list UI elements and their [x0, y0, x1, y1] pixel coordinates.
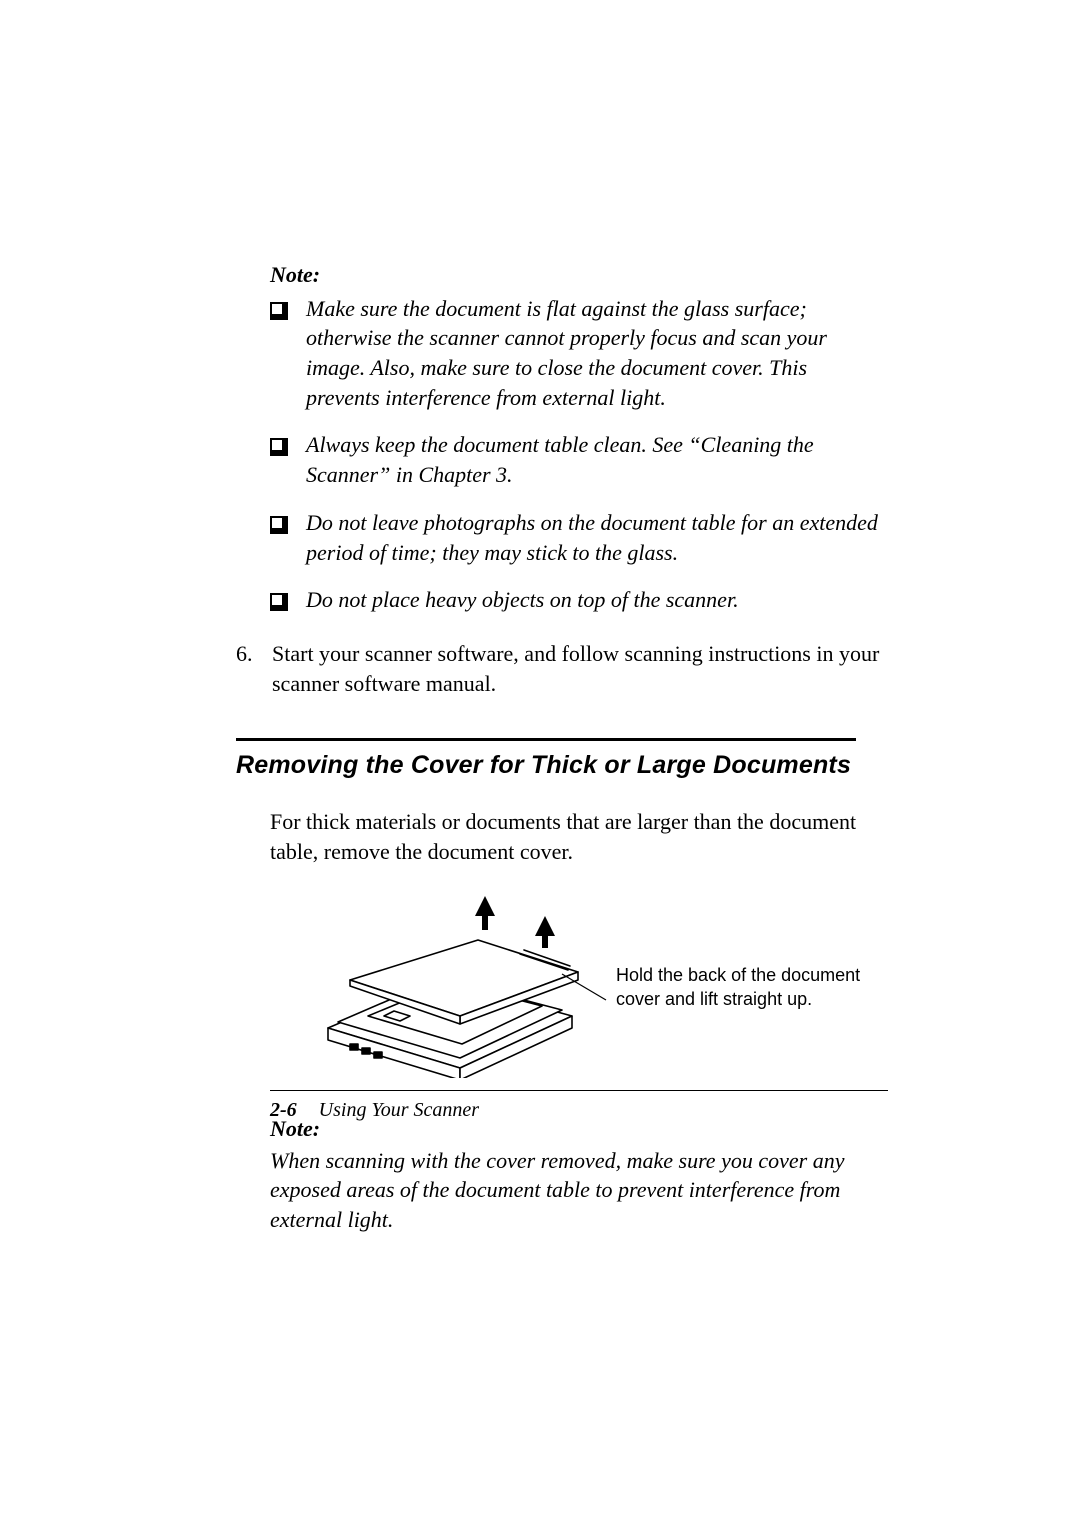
list-item: Always keep the document table clean. Se…	[270, 430, 880, 489]
step-number: 6.	[236, 639, 272, 669]
list-item-text: Do not leave photographs on the document…	[306, 508, 880, 567]
chapter-title: Using Your Scanner	[319, 1099, 479, 1121]
scanner-illustration	[310, 888, 610, 1086]
figure-callout: Hold the back of the document cover and …	[616, 963, 880, 1012]
list-item: Do not leave photographs on the document…	[270, 508, 880, 567]
footer-divider	[270, 1090, 888, 1091]
section-divider	[236, 738, 856, 741]
checkbox-icon	[270, 512, 288, 542]
note-1-heading: Note:	[270, 260, 880, 290]
step-text: Start your scanner software, and follow …	[272, 639, 880, 698]
page-footer: 2-6 Using Your Scanner	[270, 1090, 890, 1124]
note-block-2: Note: When scanning with the cover remov…	[270, 1114, 880, 1235]
page-number: 2-6	[270, 1099, 297, 1121]
document-page: Note: Make sure the document is flat aga…	[0, 0, 1080, 1528]
list-item: Do not place heavy objects on top of the…	[270, 585, 880, 619]
figure-row: Hold the back of the document cover and …	[310, 888, 880, 1086]
step-6: 6. Start your scanner software, and foll…	[236, 639, 880, 698]
checkbox-icon	[270, 589, 288, 619]
checkbox-icon	[270, 298, 288, 328]
note-2-body: When scanning with the cover removed, ma…	[270, 1146, 880, 1235]
section-heading: Removing the Cover for Thick or Large Do…	[236, 749, 880, 783]
checkbox-icon	[270, 434, 288, 464]
list-item-text: Make sure the document is flat against t…	[306, 294, 880, 413]
list-item: Make sure the document is flat against t…	[270, 294, 880, 413]
section-intro: For thick materials or documents that ar…	[270, 807, 880, 866]
list-item-text: Always keep the document table clean. Se…	[306, 430, 880, 489]
note-block-1: Note: Make sure the document is flat aga…	[270, 260, 880, 619]
note-1-list: Make sure the document is flat against t…	[270, 294, 880, 619]
list-item-text: Do not place heavy objects on top of the…	[306, 585, 739, 615]
